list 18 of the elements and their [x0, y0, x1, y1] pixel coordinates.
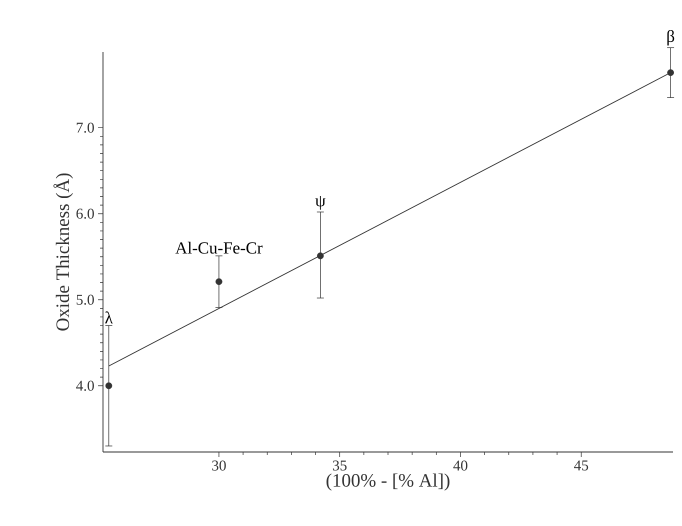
point [316, 252, 324, 260]
point [667, 69, 674, 76]
y-tick-label: 5.0 [76, 294, 94, 305]
x-tick-label: 45 [574, 460, 588, 470]
y-tick-label: 6.0 [76, 208, 94, 219]
x-axis-title: (100% - [% Al]) [326, 473, 450, 491]
y-tick-label: 7.0 [76, 122, 94, 133]
point [216, 278, 222, 286]
y-axis-title: Oxide Thickness (Å) [53, 173, 73, 331]
y-tick-label: 4.0 [76, 380, 94, 391]
annotation: ψ [315, 196, 326, 210]
x-tick-label: 35 [332, 460, 347, 471]
point [105, 382, 112, 390]
annotation: β [667, 30, 674, 46]
x-tick-label: 30 [212, 460, 226, 471]
annotation: Al-Cu-Fe-Cr [175, 242, 263, 254]
annotation: λ [105, 311, 113, 324]
x-tick-label: 40 [453, 460, 468, 471]
